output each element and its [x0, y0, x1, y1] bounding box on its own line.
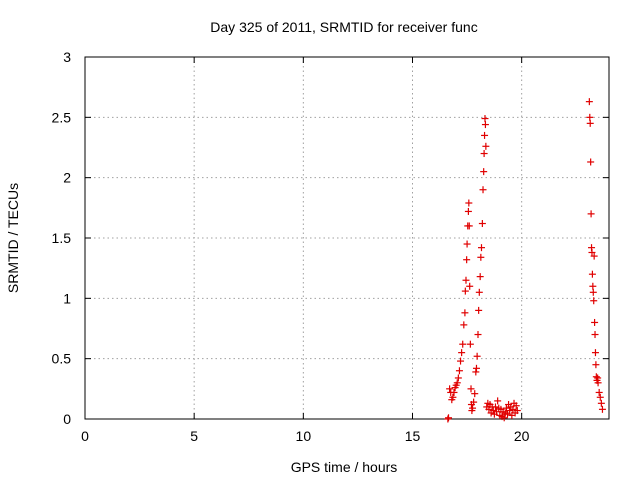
- data-point: [482, 142, 490, 150]
- data-point: [590, 297, 598, 305]
- data-point: [587, 210, 595, 218]
- data-point: [506, 407, 514, 415]
- data-point: [461, 309, 469, 317]
- data-point: [475, 306, 483, 314]
- data-points: [444, 98, 606, 423]
- data-point: [455, 367, 463, 375]
- data-point: [589, 288, 597, 296]
- data-point: [466, 282, 474, 290]
- data-point: [503, 410, 511, 418]
- data-point: [586, 119, 594, 127]
- data-point: [472, 364, 480, 372]
- data-point: [491, 403, 499, 411]
- data-point: [477, 253, 485, 261]
- data-point: [445, 414, 453, 422]
- data-point: [494, 397, 502, 405]
- data-point: [596, 393, 604, 401]
- data-point: [479, 186, 487, 194]
- data-point: [595, 388, 603, 396]
- data-point: [450, 388, 458, 396]
- grid: [85, 57, 609, 419]
- data-point: [467, 385, 475, 393]
- y-tick-label: 0: [63, 411, 71, 427]
- data-point: [480, 168, 488, 176]
- data-point: [454, 374, 462, 382]
- data-point: [493, 408, 501, 416]
- x-tick-label: 0: [81, 428, 89, 444]
- data-point: [474, 331, 482, 339]
- data-point: [458, 349, 466, 357]
- data-point: [461, 287, 469, 295]
- x-tick-label: 5: [190, 428, 198, 444]
- data-point: [480, 150, 488, 158]
- data-point: [449, 393, 457, 401]
- data-point: [457, 357, 465, 365]
- data-point: [471, 390, 479, 398]
- data-point: [585, 98, 593, 106]
- x-tick-label: 10: [296, 428, 312, 444]
- data-point: [462, 276, 470, 284]
- data-point: [470, 398, 478, 406]
- data-point: [444, 415, 452, 423]
- data-point: [588, 248, 596, 256]
- data-point: [586, 113, 594, 121]
- data-point: [476, 273, 484, 281]
- data-point: [590, 252, 598, 260]
- data-point: [594, 379, 602, 387]
- data-point: [469, 404, 477, 412]
- x-axis-label: GPS time / hours: [291, 459, 398, 475]
- y-tick-label: 0.5: [52, 351, 72, 367]
- chart-title: Day 325 of 2011, SRMTID for receiver fun…: [210, 19, 477, 35]
- data-point: [489, 407, 497, 415]
- y-tick-label: 2: [63, 170, 71, 186]
- data-point: [464, 207, 472, 215]
- data-point: [591, 349, 599, 357]
- x-tick-label: 20: [514, 428, 530, 444]
- plot-frame: [84, 56, 610, 420]
- data-point: [446, 385, 454, 393]
- data-point: [481, 115, 489, 123]
- data-point: [472, 368, 480, 376]
- y-tick-label: 1: [63, 290, 71, 306]
- data-point: [460, 321, 468, 329]
- y-tick-label: 1.5: [52, 230, 72, 246]
- data-point: [463, 240, 471, 248]
- data-point: [512, 402, 520, 410]
- data-point: [453, 379, 461, 387]
- data-point: [598, 405, 606, 413]
- data-point: [477, 244, 485, 252]
- tick-labels: 0 5 10 15 20 0 0.5 1 1.5 2 2.5 3: [52, 49, 530, 444]
- x-tick-label: 15: [405, 428, 421, 444]
- data-point: [513, 407, 521, 415]
- y-tick-label: 2.5: [52, 109, 72, 125]
- data-point: [478, 220, 486, 228]
- data-point: [589, 282, 597, 290]
- data-point: [500, 414, 508, 422]
- y-axis-label: SRMTID / TECUs: [5, 183, 21, 293]
- data-point: [473, 352, 481, 360]
- data-point: [481, 121, 489, 129]
- data-point: [592, 361, 600, 369]
- data-point: [475, 288, 483, 296]
- data-point: [592, 373, 600, 381]
- data-point: [465, 222, 473, 230]
- data-point: [587, 158, 595, 166]
- data-point: [597, 399, 605, 407]
- data-point: [481, 131, 489, 139]
- data-point: [466, 340, 474, 348]
- data-point: [591, 318, 599, 326]
- data-point: [588, 270, 596, 278]
- data-point: [591, 331, 599, 339]
- data-point: [459, 340, 467, 348]
- data-point: [463, 256, 471, 264]
- y-tick-label: 3: [63, 49, 71, 65]
- data-point: [509, 405, 517, 413]
- data-point: [465, 199, 473, 207]
